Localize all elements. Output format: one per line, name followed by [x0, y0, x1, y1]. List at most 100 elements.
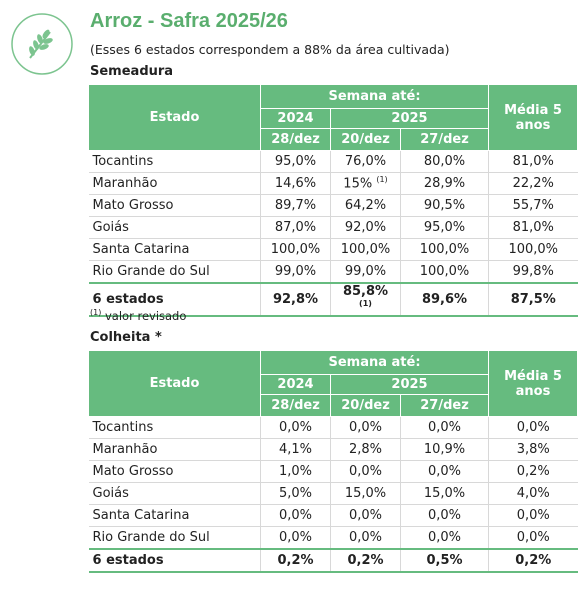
rice-icon — [11, 13, 73, 75]
header-cell: Média 5 anos — [488, 350, 579, 417]
cell: 14,6% — [260, 172, 331, 195]
cell: 0,0% — [399, 460, 489, 483]
cell: 4,1% — [260, 438, 331, 461]
cell: 4,0% — [488, 482, 578, 505]
cell: 0,0% — [260, 504, 331, 527]
cell: 100,0% — [260, 238, 331, 261]
data-row: Maranhão 14,6% 15% (1) 28,9% 22,2% — [88, 172, 578, 195]
header-row: 28/dez 20/dez 27/dez — [89, 128, 578, 151]
cell: 99,8% — [488, 260, 578, 284]
cell: 87,5% — [488, 281, 578, 318]
header-cell: Média 5 anos — [488, 84, 579, 151]
cell: 1,0% — [260, 460, 331, 483]
header-cell: Semana até: — [259, 350, 490, 375]
cell: Goiás — [88, 482, 261, 505]
header-cell: 28/dez — [260, 394, 331, 417]
cell: 0,0% — [399, 526, 489, 550]
data-table: Estado Semana até: Média 5 anos 2024 2025 28/… — [88, 350, 579, 573]
cell: 55,7% — [488, 194, 578, 217]
cell: 5,0% — [260, 482, 331, 505]
footnote-text: valor revisado — [105, 308, 187, 323]
cell: 95,0% — [260, 150, 331, 173]
cell: 0,2% — [330, 548, 401, 573]
cell: Goiás — [88, 216, 261, 239]
cell: Maranhão — [88, 438, 261, 461]
header-cell: Estado — [88, 84, 261, 151]
cell: 80,0% — [399, 150, 489, 173]
header-cell: 20/dez — [330, 128, 401, 151]
data-row: Tocantins 0,0% 0,0% 0,0% 0,0% — [88, 416, 578, 439]
data-row: Rio Grande do Sul 99,0% 99,0% 100,0% 99,8% — [88, 260, 578, 284]
cell: 6 estados — [88, 281, 261, 318]
cell: Rio Grande do Sul — [88, 260, 261, 284]
cell: Tocantins — [88, 416, 261, 439]
cell: 95,0% — [399, 216, 489, 239]
cell: 0,0% — [330, 416, 401, 439]
footnote-marker: (1) — [359, 299, 372, 308]
footnote: (1) valor revisado — [90, 308, 186, 323]
cell: 0,0% — [330, 460, 401, 483]
cell: 0,0% — [399, 504, 489, 527]
cell: 99,0% — [260, 260, 331, 284]
cell: 22,2% — [488, 172, 578, 195]
cell: 92,8% — [260, 281, 331, 318]
cell: 0,0% — [260, 416, 331, 439]
cell: 76,0% — [330, 150, 401, 173]
data-row: Santa Catarina 0,0% 0,0% 0,0% 0,0% — [88, 504, 578, 527]
footnote-marker: (1) — [376, 175, 388, 185]
cell: 10,9% — [399, 438, 489, 461]
cell: 64,2% — [330, 194, 401, 217]
header-cell: 20/dez — [330, 394, 401, 417]
title: Arroz - Safra 2025/26 — [90, 10, 288, 32]
header-row: 28/dez 20/dez 27/dez — [89, 394, 578, 417]
cell: 99,0% — [330, 260, 401, 284]
header-row: Estado Semana até: Média 5 anos — [88, 350, 579, 417]
cell: 2,8% — [330, 438, 401, 461]
header-cell: Semana até: — [259, 84, 490, 109]
cell: 0,0% — [399, 416, 489, 439]
data-row: Goiás 87,0% 92,0% 95,0% 81,0% — [88, 216, 578, 239]
total-row: 6 estados 92,8% 85,8% (1) 89,6% 87,5% — [88, 281, 578, 318]
cell: 0,0% — [260, 526, 331, 550]
total-row: 6 estados 0,2% 0,2% 0,5% 0,2% — [88, 548, 578, 573]
cell: 0,0% — [488, 416, 578, 439]
cell: 0,5% — [399, 548, 489, 573]
cell: 85,8% (1) — [330, 281, 401, 318]
section-title: Semeadura — [90, 64, 174, 79]
header-cell: 2024 — [260, 374, 331, 395]
data-row: Rio Grande do Sul 0,0% 0,0% 0,0% 0,0% — [88, 526, 578, 550]
cell: 89,6% — [399, 281, 489, 318]
cell-text: 85,8% — [342, 284, 389, 299]
header-cell: 27/dez — [399, 394, 490, 417]
data-table: Estado Semana até: Média 5 anos 2024 2025 28/… — [88, 84, 579, 318]
cell: Tocantins — [88, 150, 261, 173]
cell: Santa Catarina — [88, 504, 261, 527]
cell: 0,0% — [330, 526, 401, 550]
cell: Santa Catarina — [88, 238, 261, 261]
footnote-marker: (1) — [90, 308, 102, 317]
subtitle: (Esses 6 estados correspondem a 88% da á… — [90, 42, 450, 57]
cell: 100,0% — [399, 238, 489, 261]
cell: Maranhão — [88, 172, 261, 195]
header-row: Estado Semana até: Média 5 anos — [88, 84, 579, 151]
header-cell: 28/dez — [260, 128, 331, 151]
cell: 15% (1) — [330, 172, 401, 195]
cell: 87,0% — [260, 216, 331, 239]
header-row: 2024 2025 — [89, 108, 578, 129]
cell: 81,0% — [488, 216, 578, 239]
section-title: Colheita * — [90, 330, 162, 345]
cell: Mato Grosso — [88, 460, 261, 483]
cell: 0,0% — [488, 526, 578, 550]
cell: 15,0% — [330, 482, 401, 505]
cell: 6 estados — [88, 548, 261, 573]
header-cell: 2024 — [260, 108, 331, 129]
data-row: Mato Grosso 1,0% 0,0% 0,0% 0,2% — [88, 460, 578, 483]
cell: Rio Grande do Sul — [88, 526, 261, 550]
cell: 15,0% — [399, 482, 489, 505]
cell: 92,0% — [330, 216, 401, 239]
cell: Mato Grosso — [88, 194, 261, 217]
data-row: Goiás 5,0% 15,0% 15,0% 4,0% — [88, 482, 578, 505]
cell: 0,2% — [488, 548, 578, 573]
cell-text: 15% — [343, 176, 373, 192]
